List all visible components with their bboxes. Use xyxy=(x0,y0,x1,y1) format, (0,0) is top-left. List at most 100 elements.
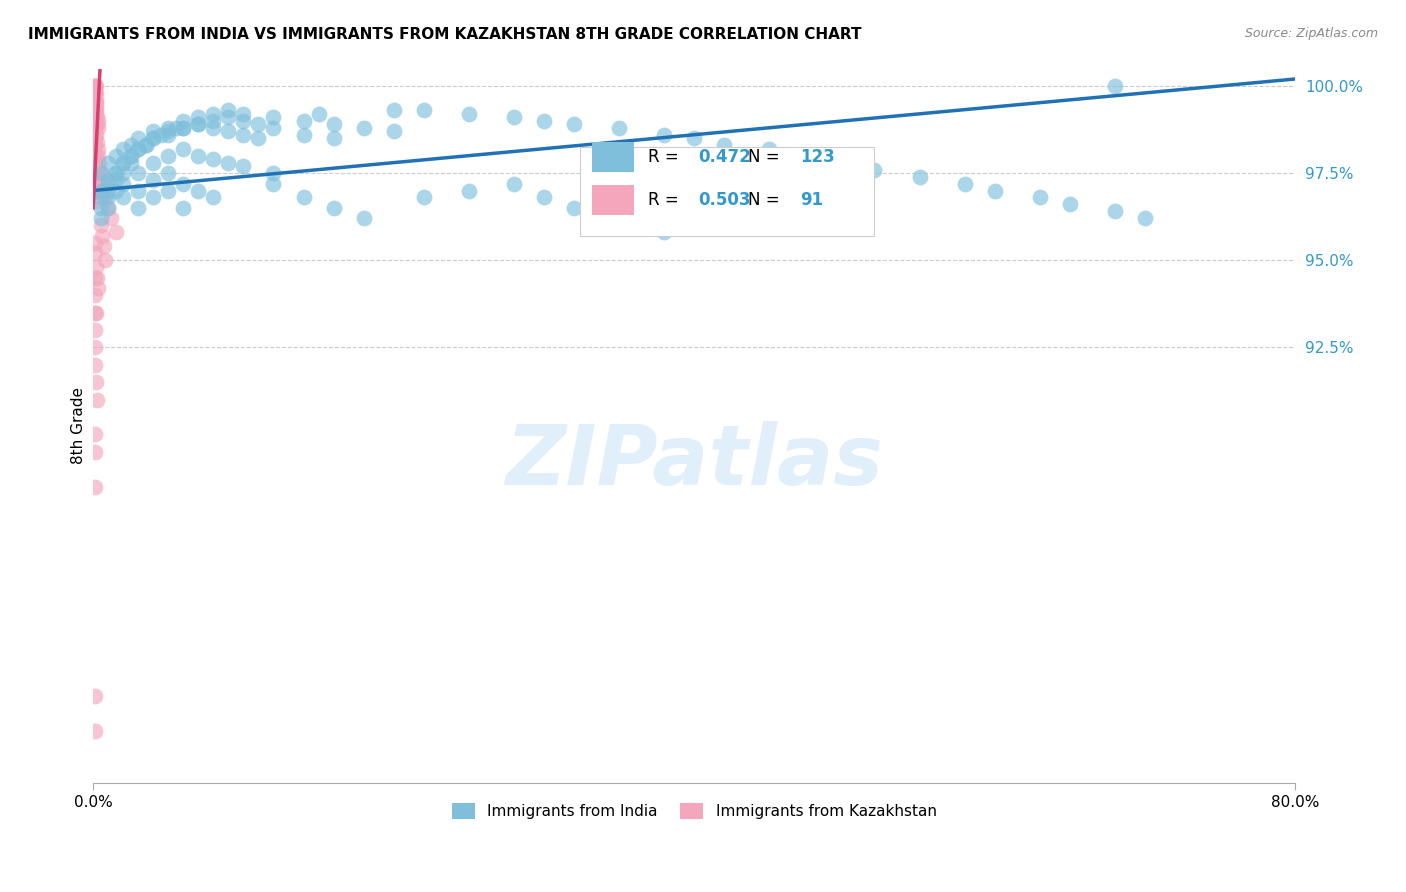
Point xyxy=(292,128,315,142)
Point xyxy=(84,86,107,100)
Point xyxy=(83,131,105,145)
Point xyxy=(94,253,117,268)
Point xyxy=(86,120,108,135)
Point xyxy=(232,107,254,121)
Point xyxy=(187,111,209,125)
Point xyxy=(83,120,105,135)
Point xyxy=(83,78,105,93)
Point xyxy=(322,117,344,131)
Point xyxy=(86,281,108,295)
Text: R =: R = xyxy=(648,191,679,209)
Point xyxy=(713,138,735,153)
Point xyxy=(84,358,107,372)
Point xyxy=(84,166,107,180)
Point xyxy=(533,190,555,204)
Point xyxy=(83,480,105,494)
Point xyxy=(83,86,105,100)
Point xyxy=(86,184,108,198)
Point xyxy=(94,190,117,204)
Point xyxy=(165,120,187,135)
Point xyxy=(263,177,285,191)
Point xyxy=(86,111,108,125)
Point xyxy=(87,149,110,163)
Point xyxy=(202,152,225,166)
Point xyxy=(84,86,107,100)
Point xyxy=(172,201,194,215)
Point xyxy=(83,78,105,93)
Point xyxy=(87,173,110,187)
Point xyxy=(142,190,165,204)
Point xyxy=(97,190,120,204)
Point xyxy=(157,166,180,180)
Point xyxy=(84,96,107,111)
Point xyxy=(83,155,105,169)
Point xyxy=(83,723,105,738)
Point xyxy=(112,190,135,204)
Point xyxy=(104,166,127,180)
Legend: Immigrants from India, Immigrants from Kazakhstan: Immigrants from India, Immigrants from K… xyxy=(446,797,942,825)
Point xyxy=(97,155,120,169)
Point xyxy=(120,138,142,153)
Point xyxy=(84,128,107,142)
Point xyxy=(127,166,149,180)
Point xyxy=(217,103,239,118)
Point xyxy=(104,184,127,198)
Point xyxy=(112,177,135,191)
Point xyxy=(502,177,524,191)
Point xyxy=(86,135,108,149)
Text: IMMIGRANTS FROM INDIA VS IMMIGRANTS FROM KAZAKHSTAN 8TH GRADE CORRELATION CHART: IMMIGRANTS FROM INDIA VS IMMIGRANTS FROM… xyxy=(28,27,862,42)
Point xyxy=(112,166,135,180)
Text: N =: N = xyxy=(748,148,780,166)
Point xyxy=(172,120,194,135)
Point xyxy=(86,142,108,156)
Text: 0.472: 0.472 xyxy=(697,148,751,166)
Text: ZIPatlas: ZIPatlas xyxy=(505,421,883,502)
Point xyxy=(263,120,285,135)
Point xyxy=(83,96,105,111)
Point xyxy=(84,305,107,319)
Point xyxy=(84,103,107,118)
Point xyxy=(412,103,434,118)
Point xyxy=(1133,211,1156,226)
Point xyxy=(89,155,111,169)
Text: 91: 91 xyxy=(800,191,823,209)
Text: Source: ZipAtlas.com: Source: ZipAtlas.com xyxy=(1244,27,1378,40)
Point xyxy=(157,149,180,163)
Point xyxy=(217,111,239,125)
Point xyxy=(172,142,194,156)
Point xyxy=(232,113,254,128)
Point xyxy=(142,124,165,138)
Point xyxy=(1104,78,1126,93)
Point xyxy=(83,111,105,125)
Point xyxy=(187,117,209,131)
Point xyxy=(97,201,120,215)
Point xyxy=(90,211,112,226)
Point xyxy=(91,173,114,187)
Point xyxy=(382,103,405,118)
Point xyxy=(84,194,107,208)
Point xyxy=(187,184,209,198)
Point xyxy=(908,169,931,184)
Point xyxy=(84,375,107,389)
Point xyxy=(84,96,107,111)
Point xyxy=(172,113,194,128)
Point xyxy=(86,392,108,407)
Point xyxy=(803,149,825,163)
Point xyxy=(86,117,108,131)
Point xyxy=(83,305,105,319)
Point xyxy=(83,235,105,250)
Point xyxy=(84,120,107,135)
Point xyxy=(90,190,112,204)
Point xyxy=(142,131,165,145)
Point xyxy=(292,190,315,204)
Point xyxy=(127,142,149,156)
Point xyxy=(104,225,127,239)
Point xyxy=(84,260,107,275)
Point xyxy=(83,270,105,285)
Point xyxy=(983,184,1005,198)
Point xyxy=(84,78,107,93)
Point xyxy=(135,138,157,153)
Point xyxy=(157,124,180,138)
Point xyxy=(97,177,120,191)
Point xyxy=(562,117,585,131)
